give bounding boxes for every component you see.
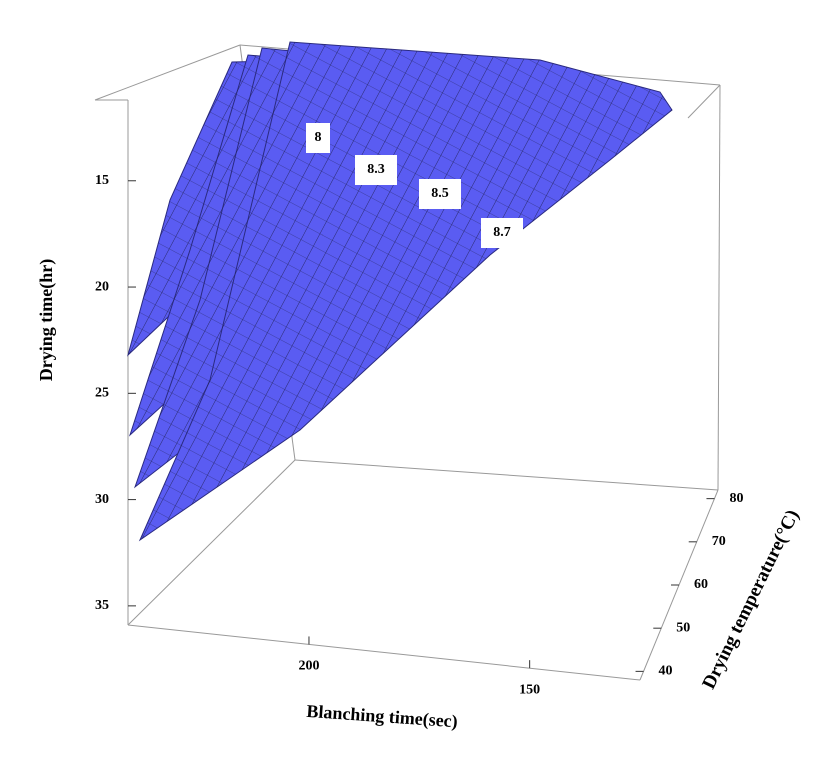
box-edge [127, 624, 641, 681]
y-tick-label: 60 [694, 577, 708, 592]
box-edge [717, 84, 721, 491]
y-tick-label: 70 [712, 534, 726, 549]
z-tick-label: 20 [95, 279, 109, 294]
z-tick-label: 25 [95, 386, 109, 401]
z-tick-label: 15 [95, 173, 109, 188]
x-axis-label: Blanching time(sec) [306, 701, 459, 733]
z-axis-label: Drying time(hr) [36, 259, 57, 381]
level-label-box [306, 123, 330, 153]
y-tick-label: 80 [729, 491, 743, 506]
level-label: 8.7 [493, 225, 511, 240]
box-edge [94, 44, 241, 101]
level-label-box [355, 155, 397, 185]
level-label-box [481, 218, 523, 248]
level-label: 8.3 [367, 162, 385, 177]
box-edge [127, 459, 296, 626]
x-tick-label: 200 [298, 659, 319, 674]
x-tick-label: 150 [519, 682, 540, 697]
surface-mesh [140, 42, 672, 540]
z-tick-label: 30 [95, 492, 109, 507]
surfaces: 8 8.3 8.5 8.7 [127, 41, 673, 542]
level-label-box [419, 179, 461, 209]
box-edge [687, 84, 721, 119]
y-tick-label: 50 [676, 620, 690, 635]
z-tick-label: 35 [95, 598, 109, 613]
level-label: 8 [315, 130, 322, 145]
box-edge [294, 459, 719, 491]
y-tick-label: 40 [659, 664, 673, 679]
ticks: 15 20 25 30 35 200 150 40 50 60 70 80 [95, 173, 743, 697]
level-label: 8.5 [431, 186, 449, 201]
